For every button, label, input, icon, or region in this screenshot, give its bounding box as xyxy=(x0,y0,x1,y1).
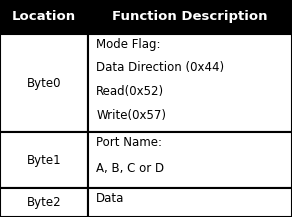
Text: Write(0x57): Write(0x57) xyxy=(96,109,166,122)
Bar xyxy=(0,188,88,217)
Text: Read(0x52): Read(0x52) xyxy=(96,85,164,98)
Text: A, B, C or D: A, B, C or D xyxy=(96,162,164,175)
Text: Byte2: Byte2 xyxy=(27,196,61,209)
Bar xyxy=(88,132,292,188)
Bar xyxy=(0,34,88,132)
Text: Port Name:: Port Name: xyxy=(96,136,162,149)
Text: Location: Location xyxy=(12,10,76,23)
Text: Mode Flag:: Mode Flag: xyxy=(96,38,161,51)
Text: Function Description: Function Description xyxy=(112,10,267,23)
Bar xyxy=(0,0,88,34)
Text: Data Direction (0x44): Data Direction (0x44) xyxy=(96,61,225,74)
Text: Data: Data xyxy=(96,192,125,205)
Text: Byte1: Byte1 xyxy=(27,154,61,166)
Bar xyxy=(88,34,292,132)
Text: Byte0: Byte0 xyxy=(27,77,61,89)
Bar xyxy=(88,0,292,34)
Bar xyxy=(88,188,292,217)
Bar xyxy=(0,132,88,188)
